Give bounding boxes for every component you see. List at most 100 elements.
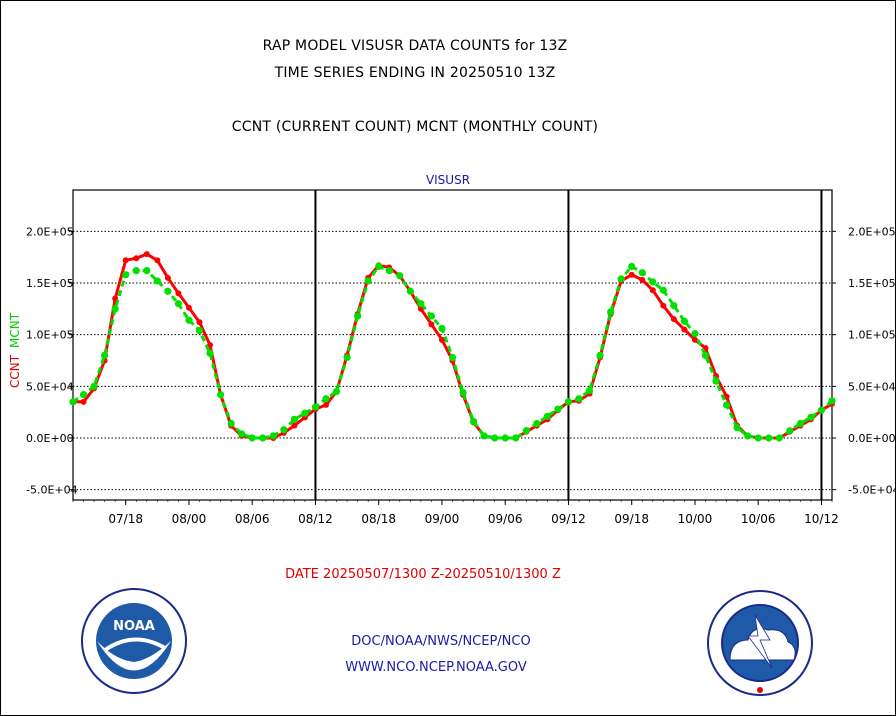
point-mcnt <box>375 262 383 271</box>
point-ccnt <box>639 276 646 283</box>
xtick-label: 08/18 <box>361 512 396 526</box>
xtick-label: 09/00 <box>425 512 460 526</box>
point-mcnt <box>828 397 836 405</box>
point-mcnt <box>691 330 699 338</box>
ylabel-ccnt: CCNT <box>8 354 22 388</box>
point-ccnt <box>80 398 87 405</box>
point-mcnt <box>417 300 425 308</box>
point-ccnt <box>323 401 329 408</box>
point-mcnt <box>238 430 246 438</box>
point-mcnt <box>754 434 762 442</box>
point-mcnt <box>164 287 172 295</box>
nws-logo[interactable] <box>707 590 813 696</box>
xtick-label: 09/12 <box>551 512 586 526</box>
ytick-right: 0.0E+00 <box>848 432 896 445</box>
point-mcnt <box>396 272 404 280</box>
point-mcnt <box>554 405 562 413</box>
noaa-logo[interactable]: NOAA <box>81 588 187 694</box>
point-ccnt <box>649 287 656 294</box>
xtick-label: 09/18 <box>614 512 649 526</box>
chart-title-line2: TIME SERIES ENDING IN 20250510 13Z <box>274 65 556 81</box>
point-ccnt <box>143 251 150 258</box>
point-mcnt <box>469 417 478 426</box>
point-mcnt <box>480 432 488 440</box>
point-mcnt <box>701 351 710 359</box>
point-ccnt <box>207 342 214 348</box>
point-mcnt <box>659 286 667 294</box>
site-link[interactable]: WWW.NCO.NCEP.NOAA.GOV <box>345 660 527 675</box>
point-ccnt <box>660 302 667 309</box>
axes-layer: -5.0E+04 -5.0E+04 0.0E+00 0.0E+00 5.0E+04 5.0… <box>26 189 896 526</box>
point-mcnt <box>522 427 530 435</box>
point-ccnt <box>428 321 435 328</box>
point-mcnt <box>143 267 151 275</box>
series-line-mcnt <box>72 265 833 440</box>
point-mcnt <box>596 351 604 359</box>
noaa-logo-text: NOAA <box>113 619 155 634</box>
point-mcnt <box>775 434 783 442</box>
point-mcnt <box>448 353 457 361</box>
series-line-ccnt <box>73 252 833 440</box>
plot-title: VISUSR <box>426 173 470 187</box>
point-mcnt <box>733 424 741 432</box>
point-mcnt <box>343 353 351 361</box>
point-mcnt <box>248 434 256 442</box>
xtick-label: 08/06 <box>235 512 270 526</box>
chart-title-line3: CCNT (CURRENT COUNT) MCNT (MONTHLY COUNT… <box>231 119 599 135</box>
point-mcnt <box>311 403 320 411</box>
ytick-left: 5.0E+04 <box>26 380 74 393</box>
point-ccnt <box>291 422 298 429</box>
point-mcnt <box>807 413 815 421</box>
xtick-label: 08/00 <box>172 512 207 526</box>
point-mcnt <box>628 262 636 271</box>
point-mcnt <box>607 308 615 316</box>
ytick-right: 5.0E+04 <box>848 380 896 393</box>
point-mcnt <box>744 432 752 440</box>
point-mcnt <box>512 434 520 442</box>
ytick-right: 2.0E+05 <box>848 225 896 238</box>
point-mcnt <box>722 401 731 409</box>
point-mcnt <box>427 312 436 320</box>
point-mcnt <box>617 275 625 283</box>
point-mcnt <box>491 434 499 442</box>
point-ccnt <box>154 257 161 264</box>
point-mcnt <box>543 412 551 420</box>
grid-layer <box>73 190 832 500</box>
point-ccnt <box>133 255 140 262</box>
point-mcnt <box>680 317 689 325</box>
point-mcnt <box>227 419 235 428</box>
ytick-left: 0.0E+00 <box>26 432 74 445</box>
ytick-left: 2.0E+05 <box>26 225 74 238</box>
point-mcnt <box>501 434 509 442</box>
point-mcnt <box>90 382 98 390</box>
point-ccnt <box>185 304 192 311</box>
date-range: DATE 20250507/1300 Z-20250510/1300 Z <box>285 567 561 582</box>
plot-frame <box>72 189 833 501</box>
ytick-right: -5.0E+04 <box>848 484 896 497</box>
point-mcnt <box>322 395 330 403</box>
xtick-label: 08/12 <box>298 512 333 526</box>
ylabel-mcnt: MCNT <box>8 312 22 348</box>
org-text: DOC/NOAA/NWS/NCEP/NCO <box>351 634 530 649</box>
point-mcnt <box>206 349 214 357</box>
ytick-right: 1.5E+05 <box>848 277 896 290</box>
chart-title-line1: RAP MODEL VISUSR DATA COUNTS for 13Z <box>262 38 568 54</box>
point-mcnt <box>364 277 372 285</box>
point-ccnt <box>164 274 171 281</box>
point-mcnt <box>111 305 119 313</box>
point-mcnt <box>174 300 183 308</box>
point-ccnt <box>438 336 445 343</box>
point-mcnt <box>670 302 678 310</box>
point-mcnt <box>301 409 309 417</box>
point-ccnt <box>681 326 688 333</box>
point-ccnt <box>670 316 677 323</box>
point-ccnt <box>122 257 129 264</box>
point-mcnt <box>438 324 446 333</box>
point-mcnt <box>79 391 88 399</box>
point-mcnt <box>153 277 161 285</box>
series-layer <box>69 251 836 442</box>
point-mcnt <box>69 398 77 406</box>
point-mcnt <box>269 432 277 440</box>
xtick-label: 09/06 <box>488 512 523 526</box>
point-mcnt <box>280 426 288 434</box>
